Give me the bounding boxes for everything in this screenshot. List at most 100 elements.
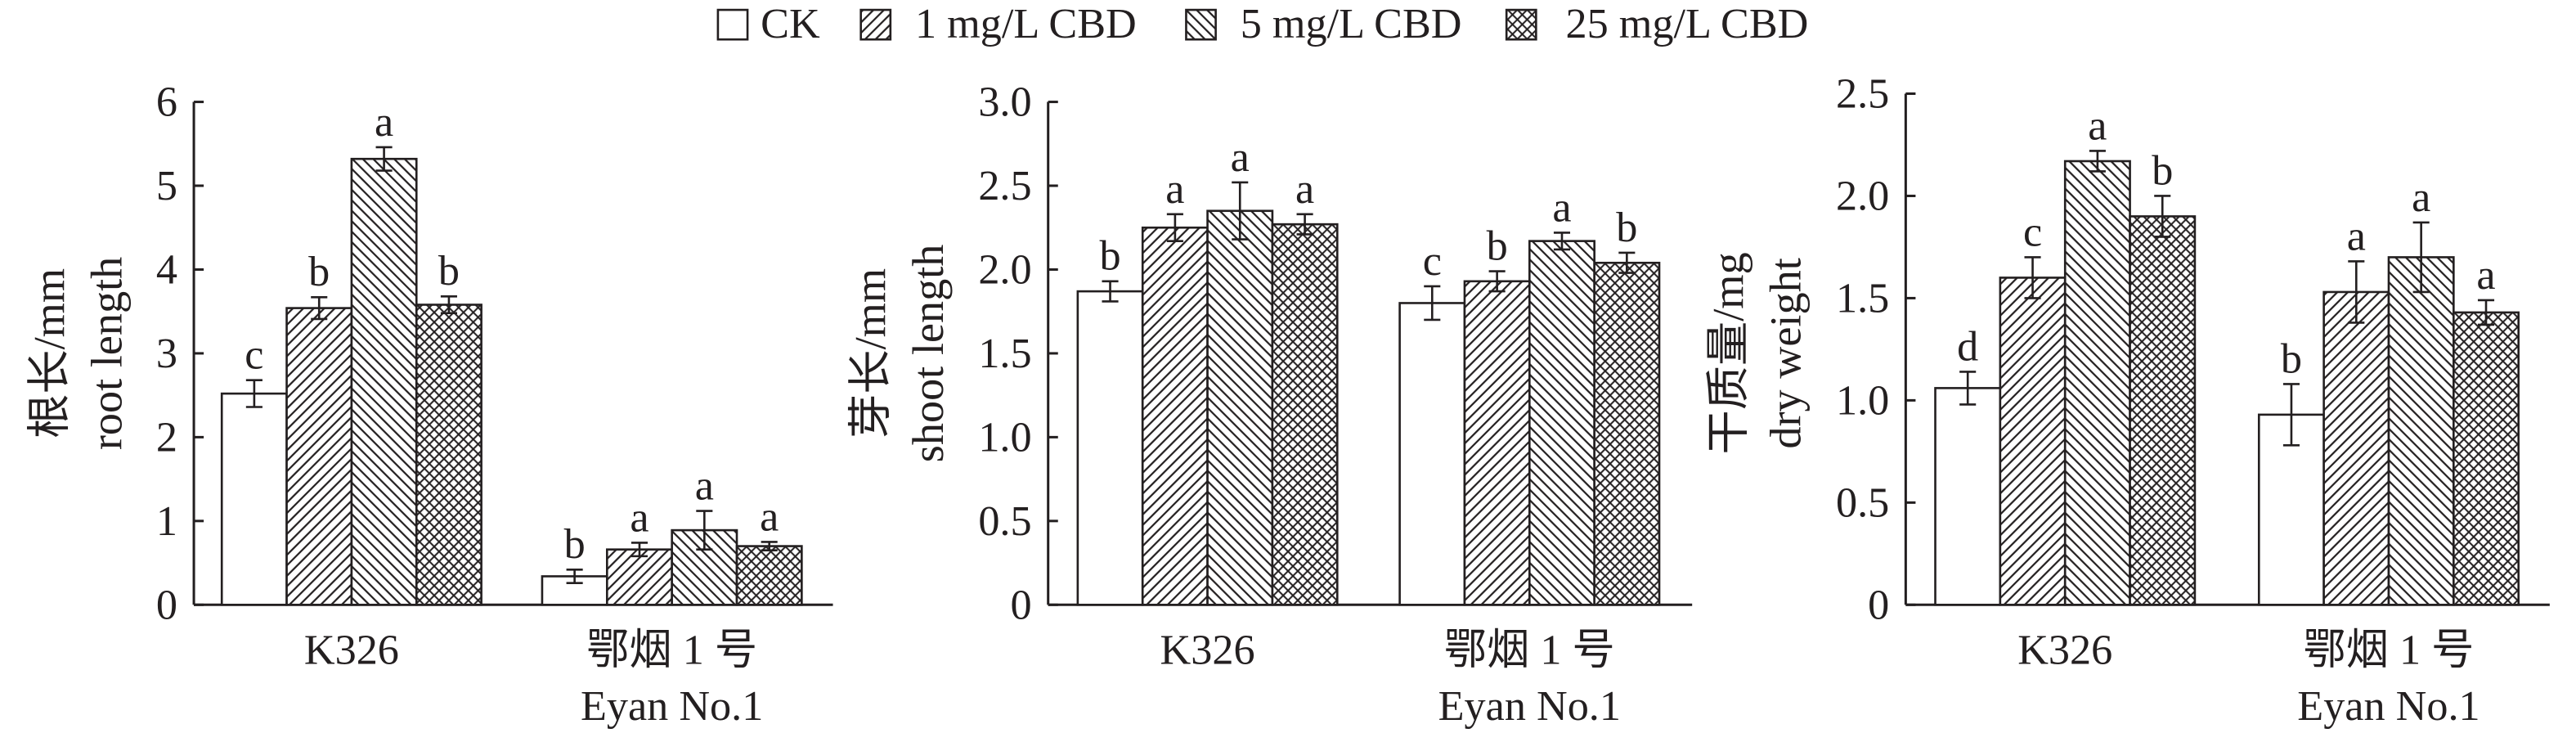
legend-swatch-25-mg-l-cbd: [1505, 8, 1537, 41]
bar-5-mg-l-cbd-group-1: [2063, 160, 2131, 606]
legend-swatch-1-mg-l-cbd: [859, 8, 892, 41]
legend-label-25-mg-l-cbd: 25 mg/L CBD: [1566, 0, 1809, 47]
bar-ck-group-1: [220, 392, 288, 606]
x-category-label: 鄂烟 1 号: [1444, 627, 1615, 674]
significance-letter: a: [695, 461, 714, 509]
error-bar: [2412, 221, 2430, 294]
significance-letter: a: [760, 492, 779, 540]
x-category-label: 鄂烟 1 号: [2304, 627, 2475, 674]
bar-1-mg-l-cbd-group-1: [285, 307, 353, 606]
bar-1-mg-l-cbd-group-2: [2322, 290, 2390, 606]
significance-letter: a: [2476, 251, 2495, 299]
x-category-label: Eyan No.1: [2297, 682, 2480, 730]
y-tick-label: 4: [156, 245, 177, 293]
significance-letter: b: [2152, 146, 2173, 194]
y-tick-label: 2.0: [1836, 172, 1889, 219]
legend-label-ck: CK: [761, 0, 820, 47]
y-tick-label: 2.5: [1836, 70, 1889, 118]
bar-1-mg-l-cbd-group-1: [1999, 277, 2067, 606]
y-tick-label: 2.0: [978, 245, 1031, 293]
error-bar: [1232, 181, 1249, 241]
bar-5-mg-l-cbd-group-1: [350, 157, 418, 606]
bar-1-mg-l-cbd-group-1: [1141, 226, 1209, 606]
bar-25-mg-l-cbd-group-2: [2453, 311, 2520, 606]
significance-letter: b: [1487, 222, 1508, 269]
y-tick-label: 0: [156, 581, 177, 628]
y-axis-title-line-2: root length: [83, 257, 132, 450]
x-category-label: K326: [1160, 627, 1255, 674]
error-bar: [1553, 232, 1571, 251]
legend: CK 1 mg/L CBD 5 mg/L CBD 25 mg/L CBD: [716, 0, 1809, 47]
error-bar: [2282, 383, 2300, 447]
legend-label-1-mg-l-cbd: 1 mg/L CBD: [915, 0, 1137, 47]
error-bar: [1166, 213, 1183, 242]
bar-5-mg-l-cbd-group-2: [1528, 240, 1595, 606]
y-tick-label: 3.0: [978, 79, 1031, 126]
y-tick-label: 0.5: [1836, 479, 1889, 526]
bar-25-mg-l-cbd-group-1: [415, 304, 482, 606]
significance-letter: d: [1957, 322, 1978, 370]
error-bar: [2348, 260, 2365, 324]
significance-letter: a: [1231, 133, 1250, 181]
y-tick-label: 1.0: [1836, 376, 1889, 424]
error-bar: [440, 295, 457, 315]
bar-1-mg-l-cbd-group-2: [1463, 280, 1531, 606]
y-tick-label: 2.5: [978, 162, 1031, 209]
significance-letter: c: [1423, 237, 1442, 285]
legend-swatch-5-mg-l-cbd: [1185, 8, 1217, 41]
x-category-label: Eyan No.1: [1438, 682, 1621, 730]
legend-swatch-ck: [716, 8, 749, 41]
significance-letter: a: [2347, 212, 2366, 259]
y-tick-label: 0: [1868, 581, 1889, 628]
significance-letter: b: [1099, 232, 1120, 280]
legend-label-5-mg-l-cbd: 5 mg/L CBD: [1241, 0, 1462, 47]
error-bar: [631, 542, 648, 558]
y-tick-label: 1.5: [1836, 274, 1889, 322]
x-category-label: Eyan No.1: [581, 682, 763, 730]
significance-letter: b: [2281, 335, 2302, 382]
y-axis-title-line-2: shoot length: [904, 245, 953, 463]
y-tick-label: 5: [156, 162, 177, 209]
bar-25-mg-l-cbd-group-1: [1271, 223, 1339, 606]
significance-letter: a: [1165, 165, 1184, 213]
y-tick-label: 1.5: [978, 330, 1031, 377]
error-bar: [375, 146, 393, 172]
bar-ck-group-1: [1076, 290, 1144, 606]
error-bar: [311, 295, 328, 321]
x-category-label: K326: [2017, 627, 2112, 674]
significance-letter: a: [375, 98, 393, 146]
y-axis-title-line-1: 干质量/mg: [1703, 252, 1752, 454]
bar-5-mg-l-cbd-group-1: [1206, 209, 1274, 606]
error-bar: [2089, 150, 2106, 173]
y-tick-label: 2: [156, 413, 177, 461]
y-tick-label: 0.5: [978, 497, 1031, 545]
significance-letter: b: [564, 520, 586, 568]
significance-letter: a: [1552, 183, 1571, 231]
y-tick-label: 0: [1010, 581, 1031, 628]
significance-letter: b: [308, 248, 330, 295]
y-tick-label: 3: [156, 330, 177, 377]
y-tick-label: 1.0: [978, 413, 1031, 461]
error-bar: [2477, 299, 2495, 326]
significance-letter: b: [438, 247, 460, 295]
error-bar: [761, 541, 778, 552]
error-bar: [1424, 285, 1441, 322]
significance-letter: a: [2412, 173, 2430, 221]
error-bar: [566, 568, 583, 584]
bar-ck-group-2: [1398, 302, 1466, 606]
significance-letter: c: [2023, 208, 2042, 255]
y-axis-title-line-2: dry weight: [1761, 258, 1811, 448]
x-category-label: 鄂烟 1 号: [586, 627, 757, 674]
error-bar: [1959, 371, 1977, 406]
significance-letter: a: [2088, 101, 2107, 149]
significance-letter: a: [1295, 165, 1314, 213]
bar-ck-group-1: [1934, 387, 2002, 606]
y-axis-title-line-1: 芽长/mm: [846, 268, 895, 438]
error-bar: [1488, 270, 1506, 293]
y-tick-label: 6: [156, 79, 177, 126]
significance-letter: c: [245, 331, 263, 379]
